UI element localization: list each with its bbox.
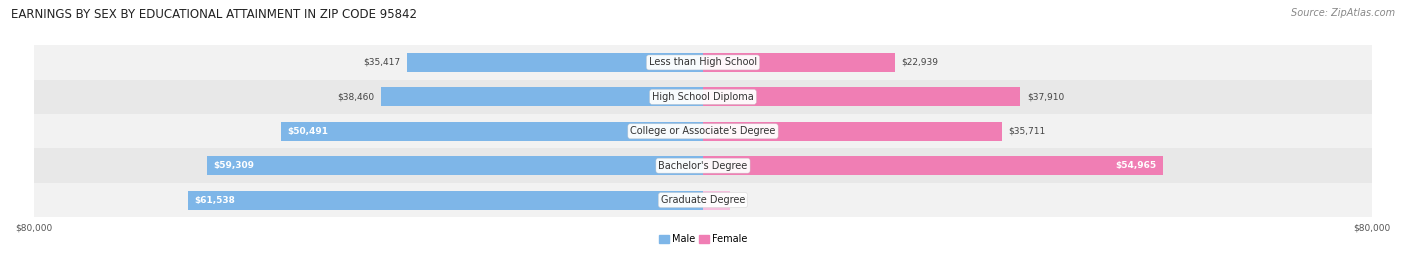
Text: Bachelor's Degree: Bachelor's Degree <box>658 161 748 171</box>
Bar <box>34 80 1372 114</box>
Bar <box>34 114 1372 148</box>
Text: $0: $0 <box>737 196 748 204</box>
Text: College or Associate's Degree: College or Associate's Degree <box>630 126 776 136</box>
Bar <box>188 191 703 210</box>
Bar <box>703 87 1021 106</box>
Bar <box>34 183 1372 217</box>
Text: $38,460: $38,460 <box>337 92 374 101</box>
Text: High School Diploma: High School Diploma <box>652 92 754 102</box>
Text: $54,965: $54,965 <box>1115 161 1156 170</box>
Text: Graduate Degree: Graduate Degree <box>661 195 745 205</box>
Bar <box>381 87 703 106</box>
Bar <box>34 148 1372 183</box>
Bar <box>703 191 730 210</box>
Text: EARNINGS BY SEX BY EDUCATIONAL ATTAINMENT IN ZIP CODE 95842: EARNINGS BY SEX BY EDUCATIONAL ATTAINMEN… <box>11 8 418 21</box>
Text: Source: ZipAtlas.com: Source: ZipAtlas.com <box>1291 8 1395 18</box>
Text: $50,491: $50,491 <box>287 127 328 136</box>
Text: $59,309: $59,309 <box>214 161 254 170</box>
Text: $61,538: $61,538 <box>195 196 236 204</box>
Text: $35,711: $35,711 <box>1008 127 1046 136</box>
Bar <box>703 53 896 72</box>
Bar <box>703 156 1163 175</box>
Bar <box>207 156 703 175</box>
Legend: Male, Female: Male, Female <box>655 230 751 248</box>
Bar <box>703 122 1002 141</box>
Text: $35,417: $35,417 <box>363 58 399 67</box>
Bar <box>406 53 703 72</box>
Text: $22,939: $22,939 <box>901 58 939 67</box>
Text: Less than High School: Less than High School <box>650 57 756 68</box>
Text: $37,910: $37,910 <box>1026 92 1064 101</box>
Bar <box>281 122 703 141</box>
Bar <box>34 45 1372 80</box>
